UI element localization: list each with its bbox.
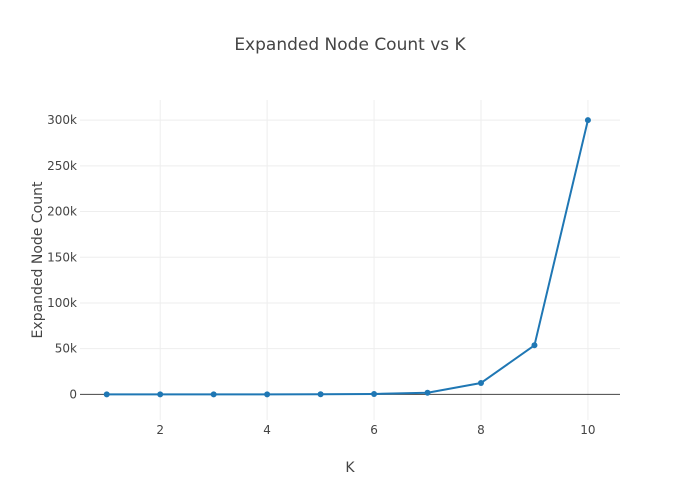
- grid-layer: [80, 100, 620, 420]
- x-tick-label: 10: [580, 423, 595, 437]
- data-point: [584, 117, 591, 124]
- data-point: [477, 379, 484, 386]
- chart-title: Expanded Node Count vs K: [234, 35, 466, 55]
- y-tick-label: 150k: [47, 250, 77, 264]
- data-point: [210, 391, 217, 398]
- x-tick-label: 2: [156, 423, 164, 437]
- data-point: [103, 391, 110, 398]
- series-layer: [103, 117, 591, 398]
- x-tick-label: 6: [370, 423, 378, 437]
- y-tick-label: 100k: [47, 296, 77, 310]
- y-tick-label: 0: [69, 387, 77, 401]
- series-line: [106, 119, 589, 396]
- y-tick-label: 50k: [55, 342, 77, 356]
- data-point: [371, 390, 378, 397]
- y-tick-label: 200k: [47, 205, 77, 219]
- data-point: [264, 391, 271, 398]
- data-point: [424, 389, 431, 396]
- axis-layer: 2 4 6 8 10 0 50k 100k 150k 200k 250k 300k: [47, 113, 620, 437]
- x-axis-title: K: [345, 460, 355, 476]
- data-point: [531, 342, 538, 349]
- x-tick-label: 4: [263, 423, 271, 437]
- y-axis-title: Expanded Node Count: [30, 181, 46, 338]
- y-tick-label: 300k: [47, 113, 77, 127]
- data-point: [157, 391, 164, 398]
- x-tick-label: 8: [477, 423, 485, 437]
- y-tick-label: 250k: [47, 159, 77, 173]
- data-point: [317, 391, 324, 398]
